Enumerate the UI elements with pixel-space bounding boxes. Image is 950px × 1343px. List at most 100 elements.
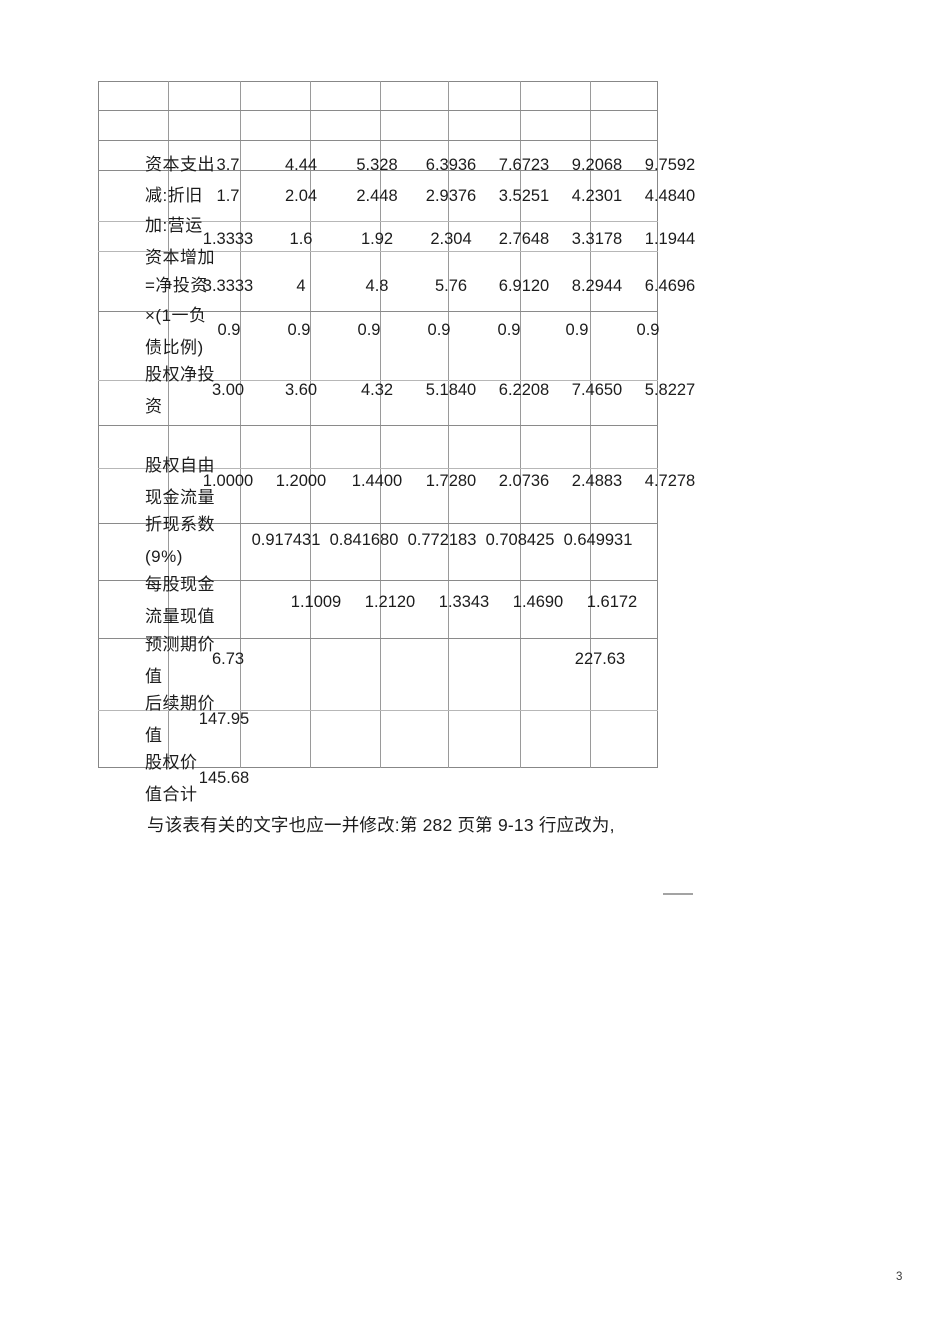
table-cell: 7.6723: [498, 156, 550, 174]
footer-rule: [663, 893, 693, 895]
table-cell: 0.9: [636, 321, 660, 339]
table-cell: 2.0736: [498, 472, 550, 490]
table-cell: 1.2120: [364, 593, 416, 611]
table-cell: 0.9: [565, 321, 589, 339]
table-cell: 147.95: [198, 710, 250, 728]
row-label: 资本支出: [145, 155, 215, 174]
table-cell: 1.1944: [644, 230, 696, 248]
grid-hline: [98, 523, 658, 524]
row-label: ×(1一负 债比例): [145, 306, 207, 357]
row-label: 减:折旧: [145, 186, 203, 205]
grid-vline: [168, 81, 169, 768]
table-cell: 1.6172: [586, 593, 638, 611]
table-cell: 1.3343: [438, 593, 490, 611]
table-cell: 6.3936: [425, 156, 477, 174]
grid-vline: [448, 81, 449, 768]
table-cell: 1.7: [216, 187, 240, 205]
row-label: =净投资: [145, 276, 208, 295]
table-cell: 2.448: [356, 187, 398, 205]
table-cell: 6.4696: [644, 277, 696, 295]
grid-hline: [98, 251, 658, 252]
table-cell: 2.7648: [498, 230, 550, 248]
table-cell: 0.9: [427, 321, 451, 339]
table-cell: 6.2208: [498, 381, 550, 399]
row-label: 每股现金 流量现值: [145, 575, 215, 626]
table-cell: 4.4840: [644, 187, 696, 205]
grid-hline: [98, 710, 658, 711]
grid-hline: [98, 638, 658, 639]
table-cell: 4.2301: [571, 187, 623, 205]
table-cell: 3.7: [216, 156, 240, 174]
table-cell: 3.00: [211, 381, 245, 399]
grid-vline: [590, 81, 591, 768]
table-cell: 4.7278: [644, 472, 696, 490]
table-cell: 3.3178: [571, 230, 623, 248]
table-cell: 9.7592: [644, 156, 696, 174]
table-cell: 4.44: [284, 156, 318, 174]
table-cell: 0.9: [497, 321, 521, 339]
row-label: 股权净投 资: [145, 365, 215, 416]
table-cell: 5.1840: [425, 381, 477, 399]
row-label: 加:营运 资本增加: [145, 216, 215, 267]
table-cell: 1.3333: [202, 230, 254, 248]
table-cell: 1.0000: [202, 472, 254, 490]
page-number: 3: [896, 1271, 903, 1283]
table-cell: 2.9376: [425, 187, 477, 205]
grid-vline: [520, 81, 521, 768]
row-label: 股权自由 现金流量: [145, 456, 215, 507]
table-cell: 2.04: [284, 187, 318, 205]
grid-vline: [240, 81, 241, 768]
table-cell: 2.4883: [571, 472, 623, 490]
table-cell: 0.9: [287, 321, 311, 339]
grid-hline: [98, 110, 658, 111]
table-cell: 3.5251: [498, 187, 550, 205]
table-cell: 0.841680: [329, 531, 399, 549]
table-cell: 9.2068: [571, 156, 623, 174]
table-cell: 1.6: [289, 230, 313, 248]
table-cell: 145.68: [198, 769, 250, 787]
grid-vline: [310, 81, 311, 768]
table-cell: 0.708425: [485, 531, 555, 549]
table-cell: 0.9: [357, 321, 381, 339]
table-cell: 6.9120: [498, 277, 550, 295]
revision-note: 与该表有关的文字也应一并修改:第 282 页第 9-13 行应改为,: [147, 815, 615, 835]
table-border: [98, 81, 658, 768]
grid-hline: [98, 425, 658, 426]
grid-hline: [98, 311, 658, 312]
table-cell: 2.304: [430, 230, 472, 248]
table-cell: 4: [296, 277, 306, 295]
table-cell: 5.8227: [644, 381, 696, 399]
table-cell: 6.73: [211, 650, 245, 668]
table-cell: 5.76: [434, 277, 468, 295]
table-cell: 8.2944: [571, 277, 623, 295]
table-cell: 1.4690: [512, 593, 564, 611]
table-cell: 1.92: [360, 230, 394, 248]
table-cell: 5.328: [356, 156, 398, 174]
grid-hline: [98, 140, 658, 141]
row-label: 后续期价 值: [145, 694, 215, 745]
table-cell: 7.4650: [571, 381, 623, 399]
table-cell: 1.7280: [425, 472, 477, 490]
grid-hline: [98, 580, 658, 581]
grid-hline: [98, 170, 658, 171]
grid-hline: [98, 380, 658, 381]
table-cell: 0.9: [217, 321, 241, 339]
table-cell: 1.1009: [290, 593, 342, 611]
grid-hline: [98, 221, 658, 222]
table-cell: 0.917431: [251, 531, 321, 549]
table-cell: 227.63: [574, 650, 626, 668]
row-label: 预测期价 值: [145, 635, 215, 686]
grid-hline: [98, 468, 658, 469]
grid-vline: [380, 81, 381, 768]
row-label: 股权价 值合计: [145, 753, 198, 804]
table-cell: 4.32: [360, 381, 394, 399]
table-cell: 0.772183: [407, 531, 477, 549]
table-cell: 0.649931: [563, 531, 633, 549]
table-cell: 1.4400: [351, 472, 403, 490]
financial-table: [98, 81, 658, 768]
table-cell: 1.2000: [275, 472, 327, 490]
table-cell: 4.8: [365, 277, 389, 295]
table-cell: 3.60: [284, 381, 318, 399]
row-label: 折现系数 (9%): [145, 515, 215, 566]
